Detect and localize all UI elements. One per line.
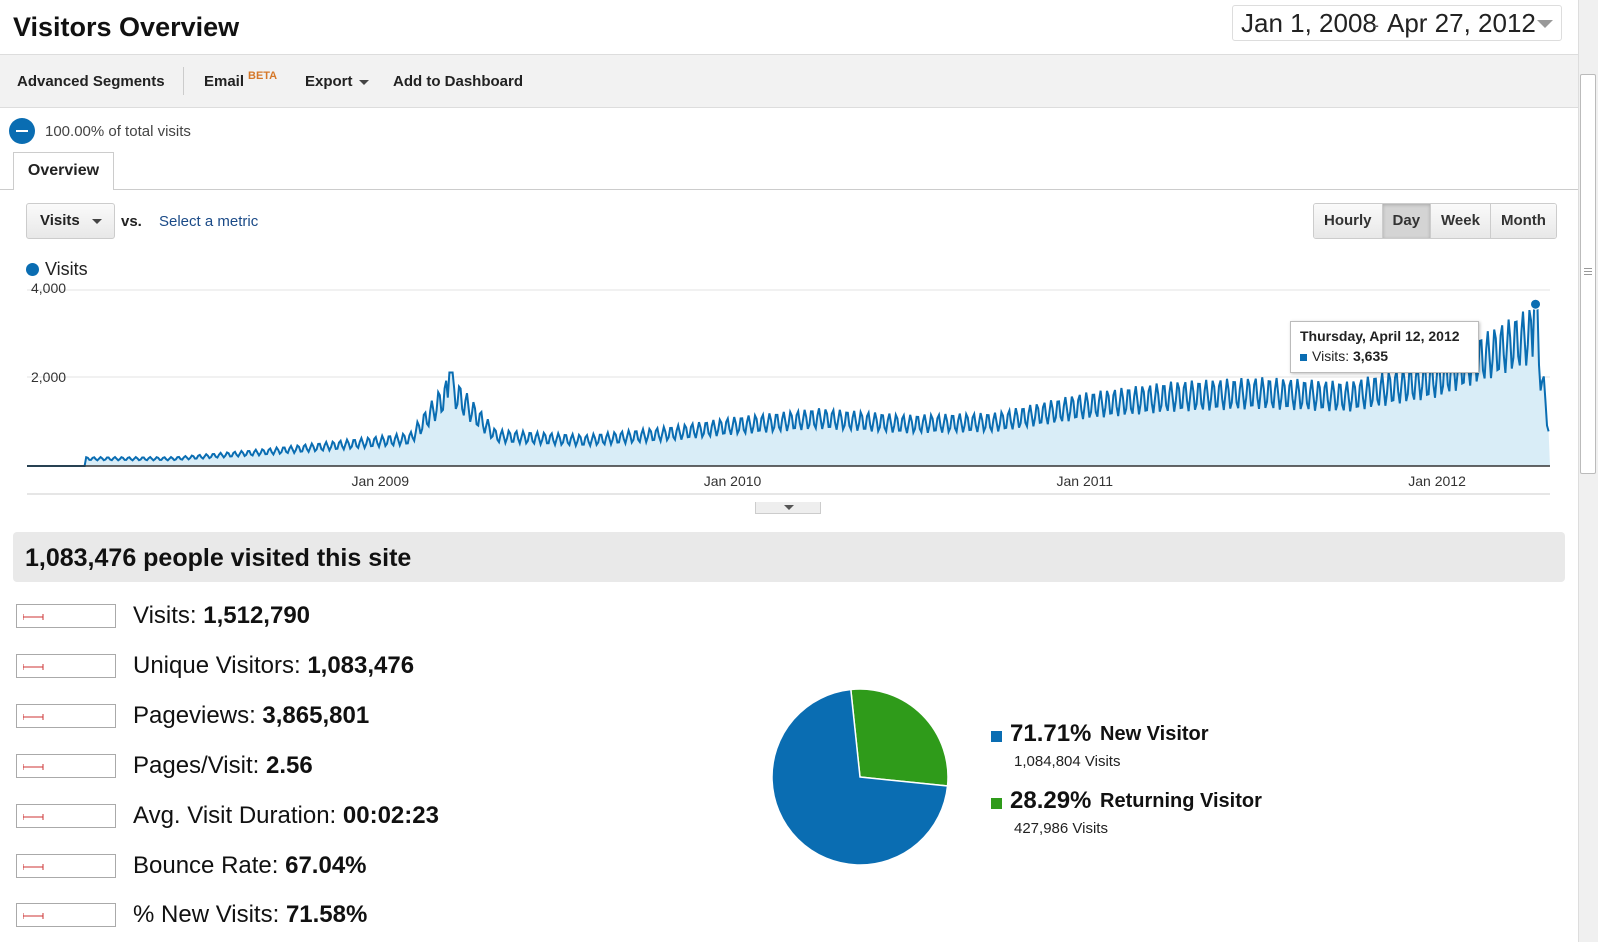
metric-row: Pages/Visit: 2.56 bbox=[133, 752, 313, 780]
toolbar-divider bbox=[183, 67, 184, 95]
new-visitor-visits: 1,084,804 Visits bbox=[1014, 753, 1121, 770]
day-button[interactable]: Day bbox=[1381, 204, 1431, 238]
chart-collapse-handle[interactable] bbox=[755, 502, 821, 514]
toolbar: Advanced Segments Email BETA Export Add … bbox=[0, 54, 1578, 108]
x-tick-label: Jan 2009 bbox=[351, 473, 409, 489]
metric-select[interactable]: Visits bbox=[26, 203, 115, 239]
legend-label: Visits bbox=[45, 259, 88, 279]
summary-bar bbox=[13, 532, 1565, 582]
metric-row: Bounce Rate: 67.04% bbox=[133, 852, 367, 880]
x-tick-label: Jan 2011 bbox=[1057, 473, 1114, 489]
highlight-point bbox=[1530, 298, 1542, 310]
date-start: Jan 1, 2008 bbox=[1241, 8, 1377, 38]
metric-label: Bounce Rate: bbox=[133, 852, 279, 879]
legend-dot-icon bbox=[26, 263, 39, 276]
vs-label: vs. bbox=[121, 213, 142, 230]
sparkline-icon bbox=[23, 864, 44, 870]
pie-slice-new-visitor[interactable] bbox=[771, 688, 949, 866]
visits-line-chart[interactable]: 4,000 2,000 Jan 2009 Jan 2010 Jan 2011 Jan 20… bbox=[0, 280, 1560, 520]
new-visitor-label: New Visitor bbox=[1100, 723, 1209, 745]
advanced-segments-button[interactable]: Advanced Segments bbox=[17, 73, 165, 90]
tooltip-date: Thursday, April 12, 2012 bbox=[1300, 328, 1460, 344]
metric-value: 00:02:23 bbox=[342, 802, 439, 829]
tooltip-body: Visits: 3,635 bbox=[1300, 348, 1469, 364]
visits-line bbox=[27, 303, 1550, 467]
chevron-down-icon[interactable] bbox=[1537, 20, 1553, 28]
metric-row: Pageviews: 3,865,801 bbox=[133, 702, 369, 730]
series-square-icon bbox=[1300, 353, 1307, 361]
chevron-down-icon bbox=[91, 218, 102, 224]
month-button[interactable]: Month bbox=[1489, 204, 1556, 238]
metric-row: % New Visits: 71.58% bbox=[133, 901, 367, 929]
sparkline-icon bbox=[23, 664, 44, 670]
tab-overview[interactable]: Overview bbox=[13, 152, 114, 190]
metric-sparkline bbox=[16, 854, 116, 878]
metric-sparkline bbox=[16, 754, 116, 778]
y-tick-label: 4,000 bbox=[31, 280, 66, 296]
metric-sparkline bbox=[16, 654, 116, 678]
metric-label: Unique Visitors: bbox=[133, 652, 301, 679]
granularity-buttons: Hourly Day Week Month bbox=[1313, 203, 1557, 239]
metric-value: 1,083,476 bbox=[307, 652, 415, 679]
week-button[interactable]: Week bbox=[1430, 204, 1490, 238]
y-tick-label: 2,000 bbox=[31, 369, 66, 385]
email-label: Email bbox=[204, 73, 245, 90]
metric-row: Visits: 1,512,790 bbox=[133, 602, 310, 630]
tooltip-label: Visits: bbox=[1312, 348, 1350, 364]
date-separator: - bbox=[1373, 15, 1379, 35]
metric-label: Pageviews: bbox=[133, 702, 256, 729]
metric-sparkline bbox=[16, 903, 116, 927]
hourly-button[interactable]: Hourly bbox=[1314, 204, 1382, 238]
visits-area bbox=[27, 304, 1550, 466]
segment-label: 100.00% of total visits bbox=[45, 123, 191, 140]
summary-headline: 1,083,476 people visited this site bbox=[25, 544, 412, 572]
page-title: Visitors Overview bbox=[13, 12, 240, 42]
legend-square-icon bbox=[991, 798, 1002, 809]
beta-badge: BETA bbox=[248, 70, 278, 82]
returning-visitor-percent: 28.29% bbox=[1010, 787, 1092, 814]
metric-sparkline bbox=[16, 604, 116, 628]
returning-visitor-label: Returning Visitor bbox=[1100, 790, 1262, 812]
date-end: Apr 27, 2012 bbox=[1387, 8, 1536, 38]
returning-visitor-visits: 427,986 Visits bbox=[1014, 820, 1108, 837]
metric-select-label: Visits bbox=[40, 212, 80, 229]
tooltip-value: 3,635 bbox=[1352, 348, 1389, 364]
x-tick-label: Jan 2012 bbox=[1408, 473, 1466, 489]
metric-sparkline bbox=[16, 704, 116, 728]
legend-square-icon bbox=[991, 731, 1002, 742]
export-label: Export bbox=[305, 73, 353, 90]
scrollbar-grip-icon bbox=[1584, 268, 1592, 277]
sparkline-icon bbox=[23, 714, 44, 720]
segment-toggle-icon[interactable] bbox=[9, 118, 35, 144]
sparkline-icon bbox=[23, 764, 44, 770]
metric-value: 3,865,801 bbox=[262, 702, 370, 729]
metric-label: Pages/Visit: bbox=[133, 752, 260, 779]
metric-label: Avg. Visit Duration: bbox=[133, 802, 337, 829]
metric-row: Avg. Visit Duration: 00:02:23 bbox=[133, 802, 439, 830]
metric-value: 71.58% bbox=[285, 901, 368, 928]
chevron-down-icon bbox=[358, 79, 369, 85]
export-button[interactable]: Export bbox=[305, 73, 369, 90]
select-metric-link[interactable]: Select a metric bbox=[159, 213, 259, 230]
metric-value: 2.56 bbox=[265, 752, 313, 779]
x-tick-label: Jan 2010 bbox=[704, 473, 762, 489]
email-button[interactable]: Email bbox=[204, 73, 244, 90]
pie-slice-returning-visitor[interactable] bbox=[849, 688, 949, 787]
new-visitor-percent: 71.71% bbox=[1010, 720, 1092, 747]
add-to-dashboard-button[interactable]: Add to Dashboard bbox=[393, 73, 523, 90]
metric-value: 1,512,790 bbox=[203, 602, 311, 629]
sparkline-icon bbox=[23, 814, 44, 820]
metric-value: 67.04% bbox=[285, 852, 367, 879]
metric-label: % New Visits: bbox=[133, 901, 280, 928]
sparkline-icon bbox=[23, 913, 44, 919]
chart-tooltip: Thursday, April 12, 2012 Visits: 3,635 bbox=[1290, 321, 1479, 373]
date-range-picker[interactable]: Jan 1, 2008 - Apr 27, 2012 bbox=[1232, 5, 1562, 41]
visitor-type-pie-chart[interactable] bbox=[770, 687, 950, 867]
tab-divider bbox=[0, 189, 1578, 190]
sparkline-icon bbox=[23, 614, 44, 620]
metric-sparkline bbox=[16, 804, 116, 828]
metric-row: Unique Visitors: 1,083,476 bbox=[133, 652, 414, 680]
metric-label: Visits: bbox=[133, 602, 197, 629]
